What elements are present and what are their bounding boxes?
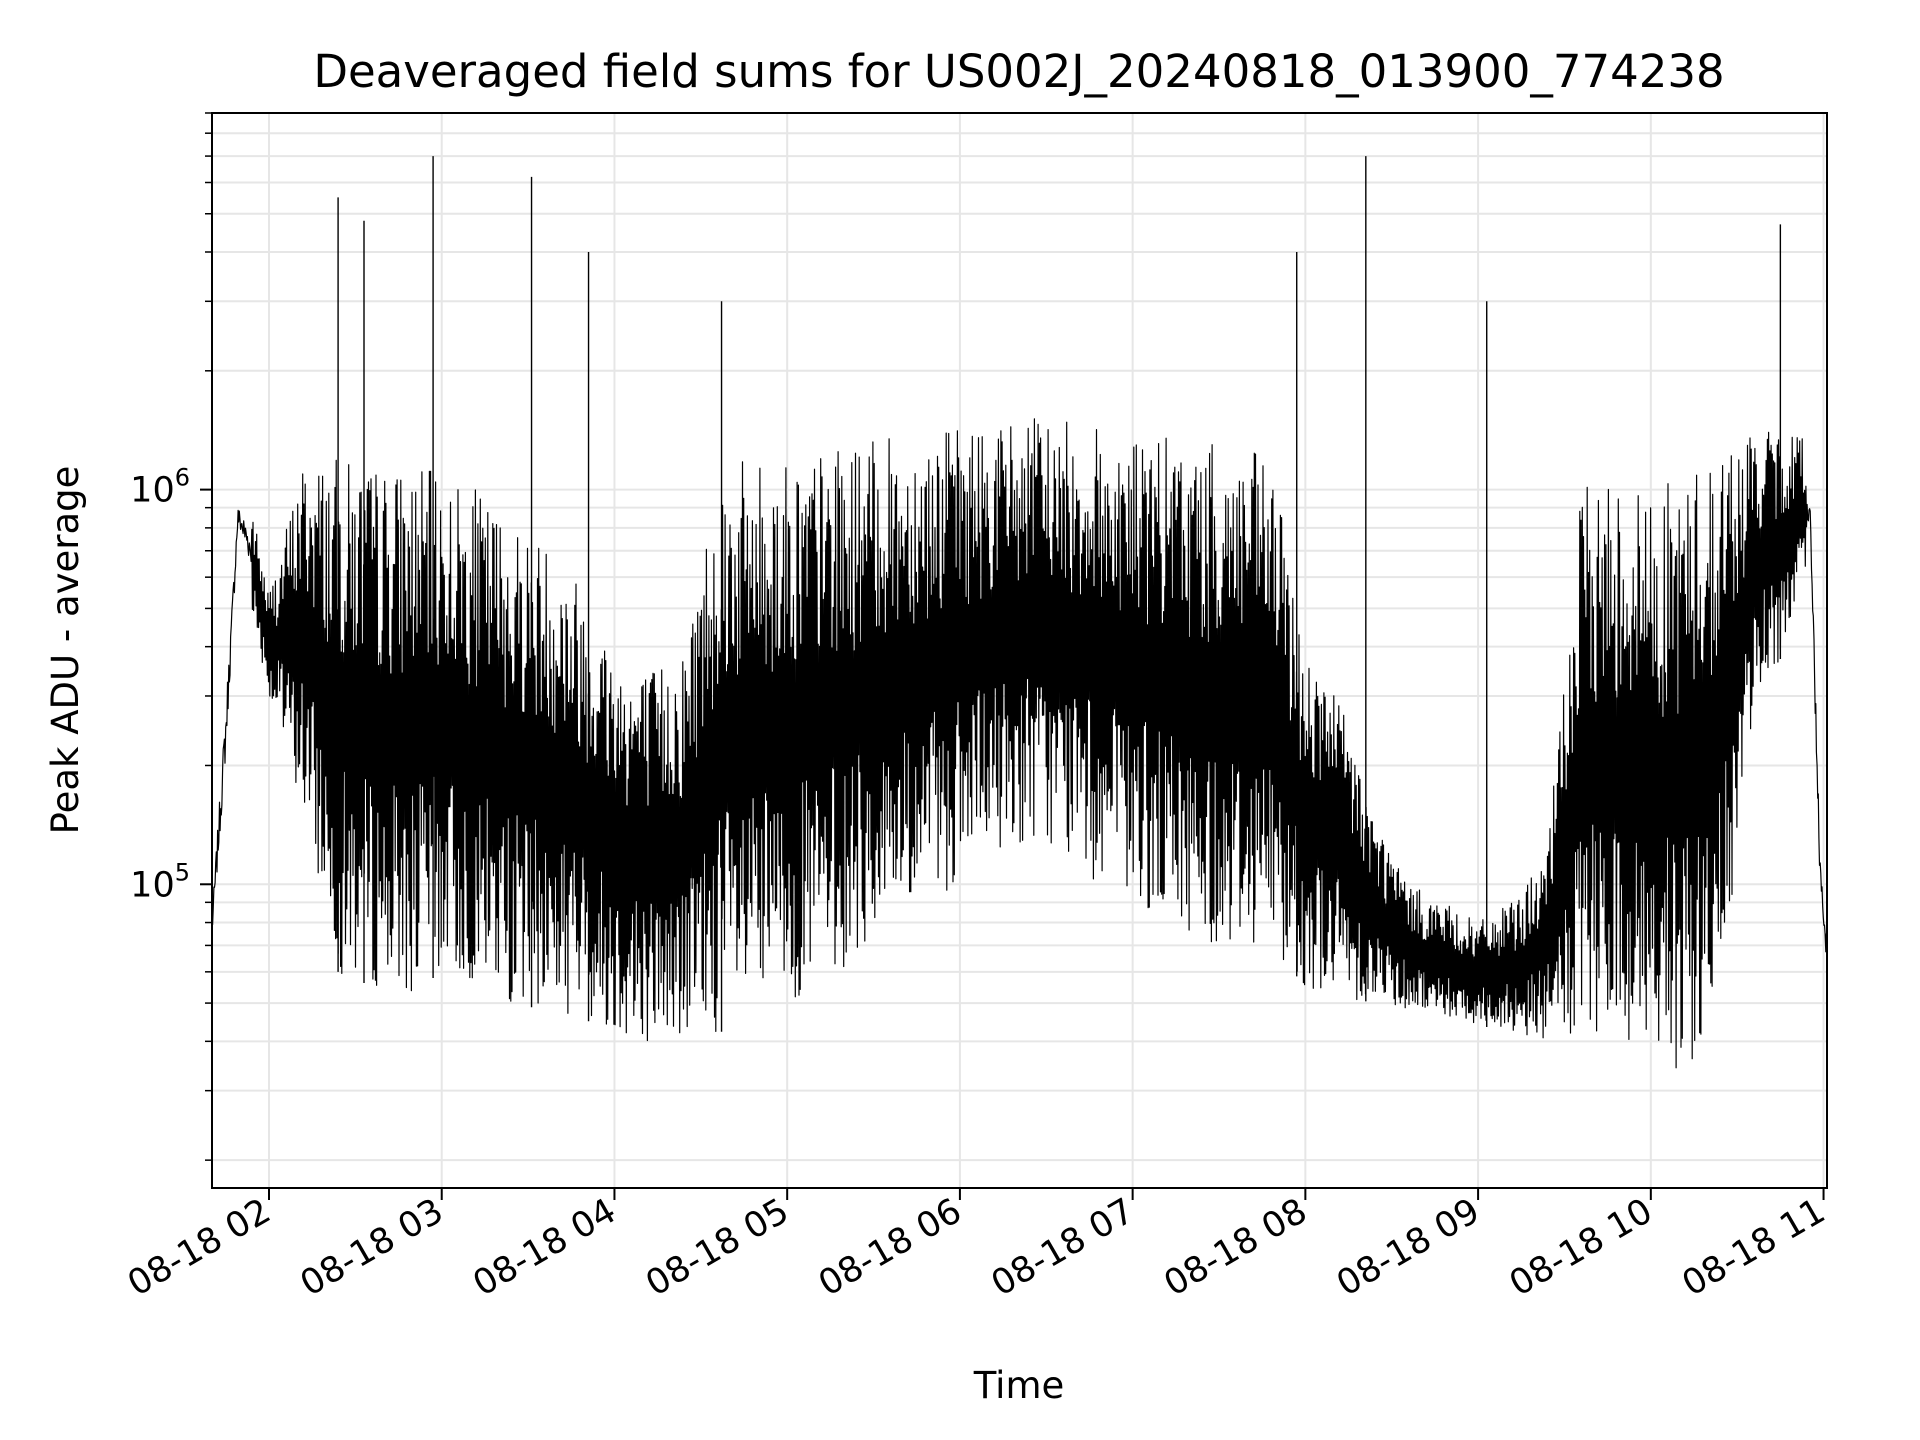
chart-title: Deaveraged field sums for US002J_2024081… [313,45,1724,98]
series-trace [211,418,1828,1069]
x-axis-label: Time [973,1364,1065,1407]
y-axis-label: Peak ADU - average [44,466,87,835]
plot-frame [211,112,1828,1189]
series-line [211,156,1828,1069]
